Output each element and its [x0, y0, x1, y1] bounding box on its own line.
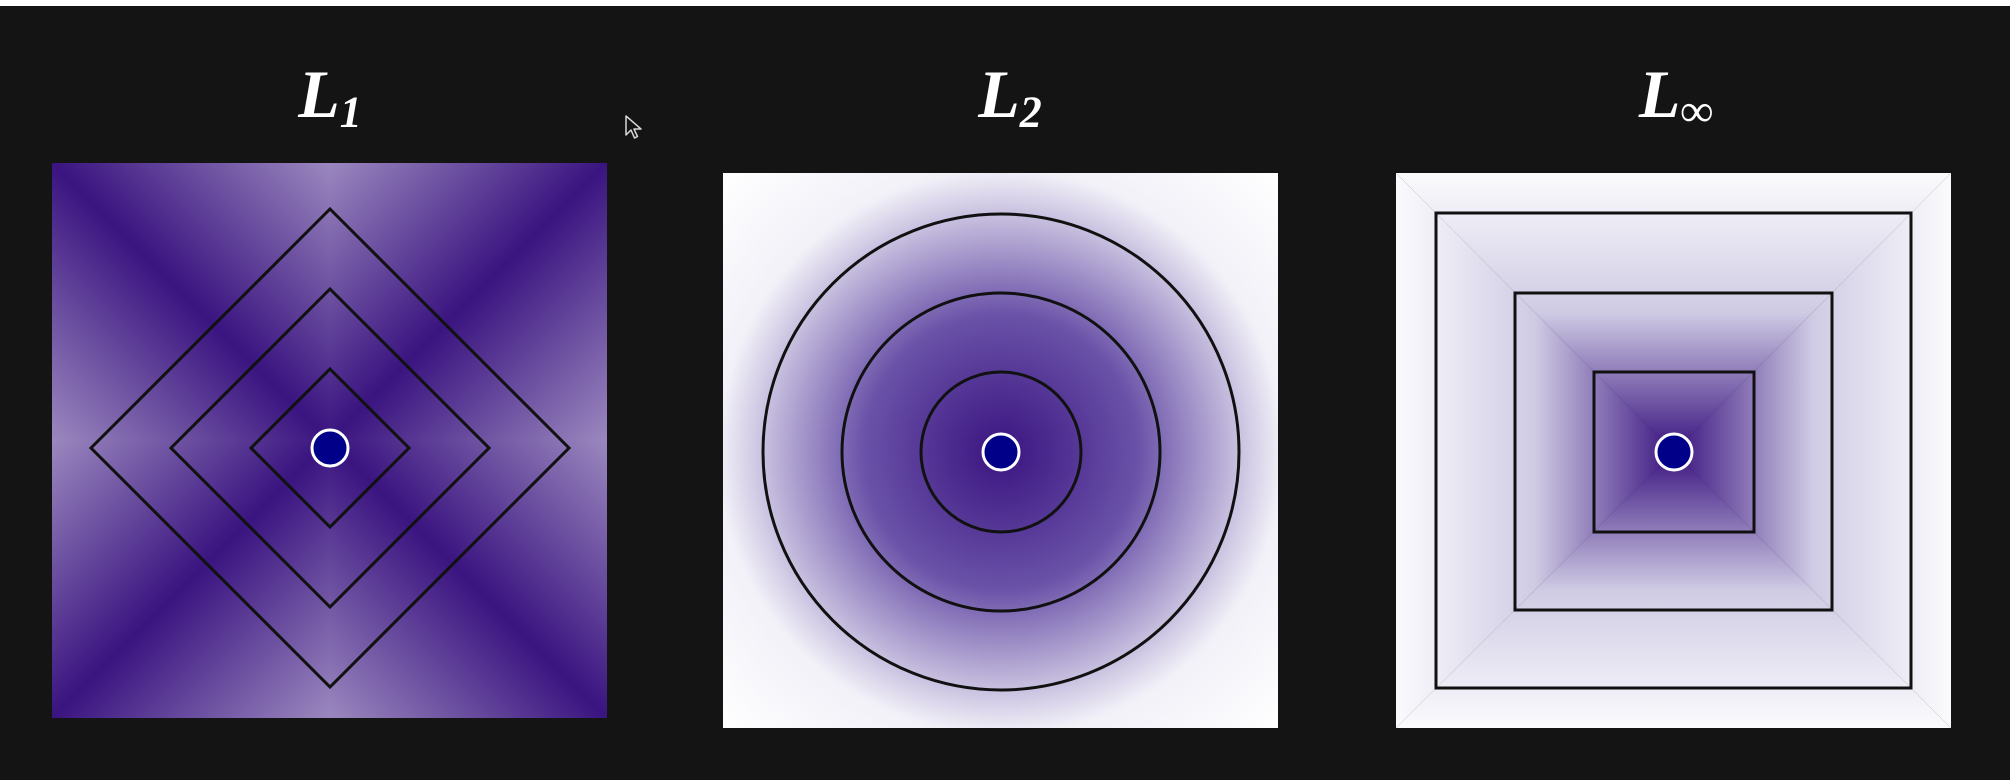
l1-contour-2 [168, 286, 492, 610]
top-edge-strip [0, 0, 2010, 6]
panel-title-l2-main: L [978, 56, 1020, 132]
panel-title-l2: L2 [978, 60, 1042, 134]
panel-title-l1: L1 [298, 60, 362, 134]
panel-title-linf-main: L [1638, 56, 1681, 132]
linf-field-left [1396, 173, 1674, 728]
linf-field-right [1674, 173, 1951, 728]
l2-distance-plot [723, 173, 1278, 728]
linf-contour-3 [1434, 211, 1913, 690]
linf-center-point [1654, 432, 1694, 472]
l1-distance-plot [52, 163, 607, 718]
l2-contour-3 [761, 212, 1241, 692]
linf-field-bottom [1396, 452, 1951, 728]
l2-contour-2 [840, 291, 1162, 613]
l2-contour-1 [919, 370, 1083, 534]
l1-contour-1 [248, 366, 412, 530]
panel-title-l1-sub: 1 [339, 87, 362, 137]
linf-contour-1 [1592, 370, 1756, 534]
panel-title-l2-sub: 2 [1019, 87, 1042, 137]
linf-field-top [1396, 173, 1951, 452]
panel-title-l1-main: L [298, 56, 340, 132]
l2-center-point [981, 432, 1021, 472]
mouse-pointer-icon [625, 115, 642, 139]
panel-title-linf-sub: ∞ [1680, 85, 1714, 137]
panel-title-linf: L∞ [1639, 60, 1713, 134]
l1-center-point [310, 428, 350, 468]
linf-contour-2 [1513, 291, 1834, 612]
linf-distance-plot [1396, 173, 1951, 728]
l1-contour-3 [88, 206, 572, 690]
